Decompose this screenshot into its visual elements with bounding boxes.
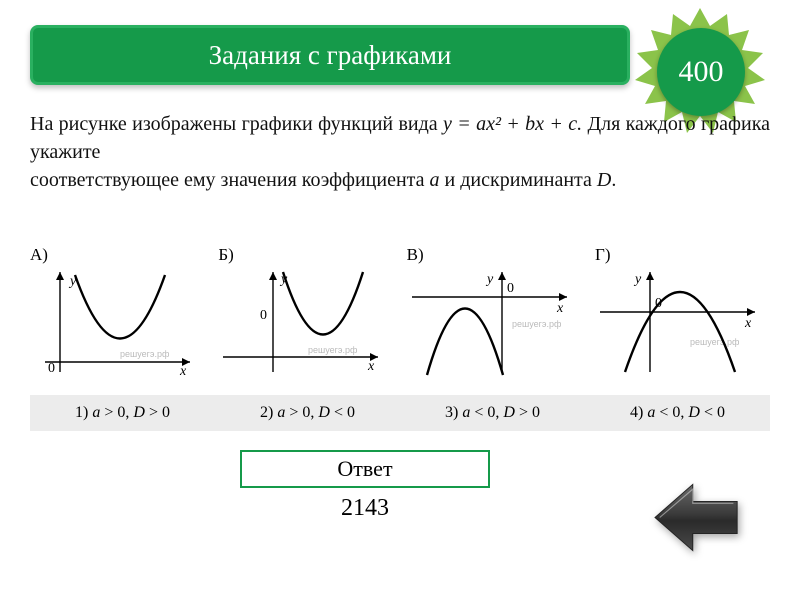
svg-text:решуегэ.рф: решуегэ.рф bbox=[512, 319, 562, 329]
answer-button[interactable]: Ответ bbox=[240, 450, 490, 488]
q-part-4: и дискриминанта bbox=[440, 169, 597, 191]
option-2: 2) a > 0, D < 0 bbox=[260, 404, 355, 422]
question-text: На рисунке изображены графики функций ви… bbox=[30, 110, 770, 194]
graph-a-label: А) bbox=[30, 245, 205, 265]
graph-v-svg: 0 x y решуегэ.рф bbox=[407, 267, 577, 377]
graph-b-label: Б) bbox=[218, 245, 393, 265]
header-title: Задания с графиками bbox=[209, 40, 452, 71]
graphs-row: А) 0 x y решуегэ.рф Б) 0 x y решуегэ.рф bbox=[30, 245, 770, 382]
back-button[interactable] bbox=[650, 475, 745, 560]
q-var-a: a bbox=[430, 169, 440, 191]
graph-g-label: Г) bbox=[595, 245, 770, 265]
graph-a-svg: 0 x y решуегэ.рф bbox=[30, 267, 200, 377]
q-period: . bbox=[611, 169, 616, 191]
graph-a: А) 0 x y решуегэ.рф bbox=[30, 245, 205, 382]
graph-v-label: В) bbox=[407, 245, 582, 265]
q-part-3: соответствующее ему значения коэффициент… bbox=[30, 169, 430, 191]
svg-text:решуегэ.рф: решуегэ.рф bbox=[308, 345, 358, 355]
option-3: 3) a < 0, D > 0 bbox=[445, 404, 540, 422]
score-value: 400 bbox=[679, 55, 724, 89]
graph-g: Г) 0 x y решуегэ.рф bbox=[595, 245, 770, 382]
score-circle: 400 bbox=[657, 28, 745, 116]
header-bar: Задания с графиками bbox=[30, 25, 630, 85]
svg-text:0: 0 bbox=[260, 308, 267, 323]
q-var-d: D bbox=[597, 169, 611, 191]
svg-text:0: 0 bbox=[507, 281, 514, 296]
answer-button-label: Ответ bbox=[337, 456, 392, 482]
svg-text:y: y bbox=[633, 272, 642, 287]
option-1: 1) a > 0, D > 0 bbox=[75, 404, 170, 422]
svg-text:x: x bbox=[556, 301, 564, 316]
svg-text:0: 0 bbox=[48, 361, 55, 376]
q-formula: y = ax² + bx + c. bbox=[443, 113, 582, 135]
svg-text:x: x bbox=[179, 364, 187, 377]
answer-value: 2143 bbox=[240, 495, 490, 522]
q-part-1: На рисунке изображены графики функций ви… bbox=[30, 113, 443, 135]
svg-text:решуегэ.рф: решуегэ.рф bbox=[690, 337, 740, 347]
svg-text:x: x bbox=[744, 316, 752, 331]
graph-v: В) 0 x y решуегэ.рф bbox=[407, 245, 582, 382]
graph-b-svg: 0 x y решуегэ.рф bbox=[218, 267, 388, 377]
svg-text:x: x bbox=[367, 359, 375, 374]
graph-b: Б) 0 x y решуегэ.рф bbox=[218, 245, 393, 382]
svg-text:решуегэ.рф: решуегэ.рф bbox=[120, 349, 170, 359]
svg-text:y: y bbox=[485, 272, 494, 287]
option-4: 4) a < 0, D < 0 bbox=[630, 404, 725, 422]
graph-g-svg: 0 x y решуегэ.рф bbox=[595, 267, 765, 377]
options-bar: 1) a > 0, D > 0 2) a > 0, D < 0 3) a < 0… bbox=[30, 395, 770, 431]
